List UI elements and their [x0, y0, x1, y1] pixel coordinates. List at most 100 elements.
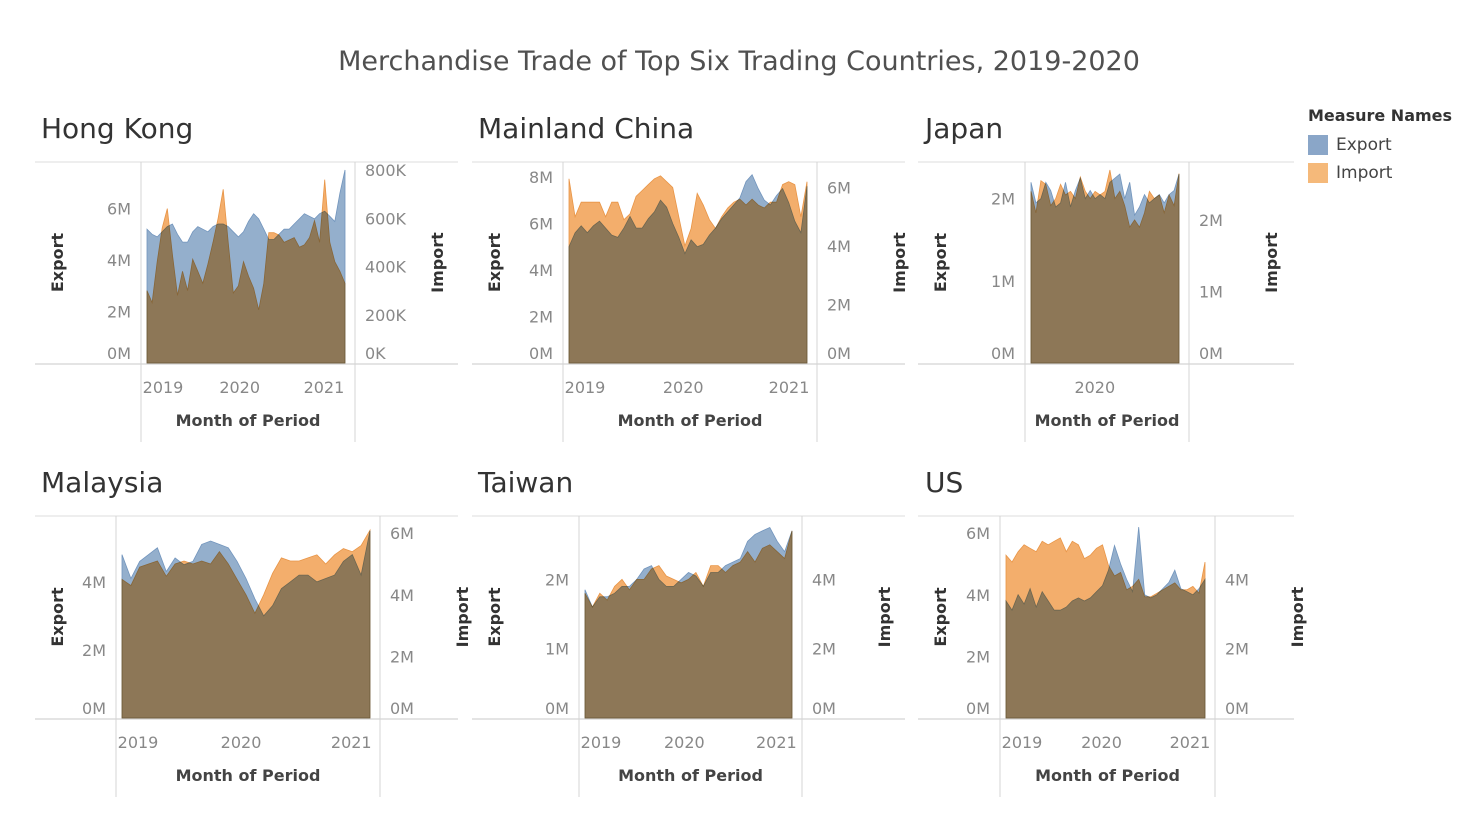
left-tick-label: 4M — [82, 573, 106, 592]
x-axis-title: Month of Period — [176, 411, 321, 430]
right-tick-label: 0M — [827, 344, 851, 363]
right-tick-label: 800K — [365, 161, 407, 180]
left-tick-label: 4M — [107, 251, 131, 270]
right-tick-label: 600K — [365, 209, 407, 228]
right-axis-title: Import — [428, 232, 447, 293]
left-tick-label: 0M — [82, 699, 106, 718]
x-axis-title: Month of Period — [618, 411, 763, 430]
panel-title-taiwan: Taiwan — [478, 466, 574, 499]
x-axis-title: Month of Period — [1035, 766, 1180, 785]
panel-title-mainland-china: Mainland China — [478, 112, 695, 145]
legend-swatch-export — [1308, 135, 1328, 155]
right-tick-label: 2M — [812, 640, 836, 659]
left-axis-title: Export — [48, 587, 67, 647]
right-axis-title: Import — [453, 586, 472, 647]
left-axis-title: Export — [931, 233, 950, 293]
x-axis-title: Month of Period — [618, 766, 763, 785]
left-tick-label: 6M — [107, 200, 131, 219]
left-tick-label: 6M — [966, 524, 990, 543]
left-tick-label: 1M — [545, 640, 569, 659]
left-tick-label: 6M — [529, 214, 553, 233]
left-tick-label: 4M — [529, 261, 553, 280]
x-tick-label: 2019 — [565, 378, 606, 397]
panel-title-malaysia: Malaysia — [41, 466, 164, 499]
right-tick-label: 4M — [812, 570, 836, 589]
right-tick-label: 0K — [365, 344, 386, 363]
panel-title-hong-kong: Hong Kong — [41, 112, 194, 145]
right-tick-label: 2M — [1225, 640, 1249, 659]
left-tick-label: 4M — [966, 586, 990, 605]
x-tick-label: 2021 — [331, 733, 372, 752]
area-import-malaysia — [121, 528, 371, 719]
right-tick-label: 1M — [1199, 283, 1223, 302]
left-tick-label: 2M — [529, 307, 553, 326]
area-import-japan — [1030, 169, 1180, 364]
left-axis-title: Export — [485, 233, 504, 293]
right-tick-label: 0M — [1199, 344, 1223, 363]
x-tick-label: 2021 — [1170, 733, 1211, 752]
legend-swatch-import — [1308, 163, 1328, 183]
left-tick-label: 0M — [991, 344, 1015, 363]
right-tick-label: 4M — [390, 586, 414, 605]
right-axis-title: Import — [875, 586, 894, 647]
left-tick-label: 0M — [529, 344, 553, 363]
left-axis-title: Export — [931, 587, 950, 647]
legend-item-import[interactable]: Import — [1308, 159, 1452, 187]
right-tick-label: 200K — [365, 306, 407, 325]
left-tick-label: 0M — [966, 699, 990, 718]
x-axis-title: Month of Period — [1035, 411, 1180, 430]
x-tick-label: 2019 — [118, 733, 159, 752]
x-tick-label: 2020 — [1081, 733, 1122, 752]
x-tick-label: 2021 — [756, 733, 797, 752]
right-tick-label: 4M — [827, 237, 851, 256]
right-tick-label: 0M — [812, 699, 836, 718]
x-tick-label: 2019 — [1002, 733, 1043, 752]
x-tick-label: 2021 — [304, 378, 345, 397]
legend-label-export: Export — [1336, 135, 1392, 155]
left-tick-label: 0M — [107, 344, 131, 363]
legend-label-import: Import — [1336, 163, 1393, 183]
panel-title-us: US — [925, 466, 964, 499]
right-tick-label: 2M — [827, 296, 851, 315]
legend-title: Measure Names — [1308, 106, 1453, 125]
right-axis-title: Import — [890, 232, 909, 293]
left-tick-label: 2M — [545, 570, 569, 589]
legend: Measure Names Export Import — [1308, 106, 1452, 187]
x-tick-label: 2020 — [1074, 378, 1115, 397]
x-tick-label: 2020 — [219, 378, 260, 397]
left-tick-label: 2M — [966, 647, 990, 666]
x-tick-label: 2019 — [143, 378, 184, 397]
left-tick-label: 1M — [991, 272, 1015, 291]
x-axis-title: Month of Period — [176, 766, 321, 785]
area-import-mainland-china — [568, 175, 808, 364]
chart-title: Merchandise Trade of Top Six Trading Cou… — [338, 46, 1140, 77]
left-tick-label: 0M — [545, 699, 569, 718]
left-tick-label: 2M — [107, 303, 131, 322]
left-axis-title: Export — [485, 587, 504, 647]
right-tick-label: 6M — [390, 524, 414, 543]
right-tick-label: 400K — [365, 258, 407, 277]
left-axis-title: Export — [48, 233, 67, 293]
right-axis-title: Import — [1262, 232, 1281, 293]
right-tick-label: 2M — [1199, 211, 1223, 230]
right-axis-title: Import — [1288, 586, 1307, 647]
area-import-us — [1005, 537, 1206, 719]
panel-title-japan: Japan — [925, 112, 1004, 145]
area-import-hong-kong — [146, 179, 346, 364]
left-tick-label: 2M — [82, 641, 106, 660]
right-tick-label: 6M — [827, 179, 851, 198]
right-tick-label: 2M — [390, 647, 414, 666]
right-tick-label: 0M — [390, 699, 414, 718]
x-tick-label: 2019 — [581, 733, 622, 752]
x-tick-label: 2021 — [769, 378, 810, 397]
legend-item-export[interactable]: Export — [1308, 131, 1452, 159]
left-tick-label: 2M — [991, 190, 1015, 209]
left-tick-label: 8M — [529, 168, 553, 187]
x-tick-label: 2020 — [221, 733, 262, 752]
right-tick-label: 4M — [1225, 570, 1249, 589]
x-tick-label: 2020 — [663, 378, 704, 397]
right-tick-label: 0M — [1225, 699, 1249, 718]
area-import-taiwan — [584, 530, 793, 719]
x-tick-label: 2020 — [664, 733, 705, 752]
